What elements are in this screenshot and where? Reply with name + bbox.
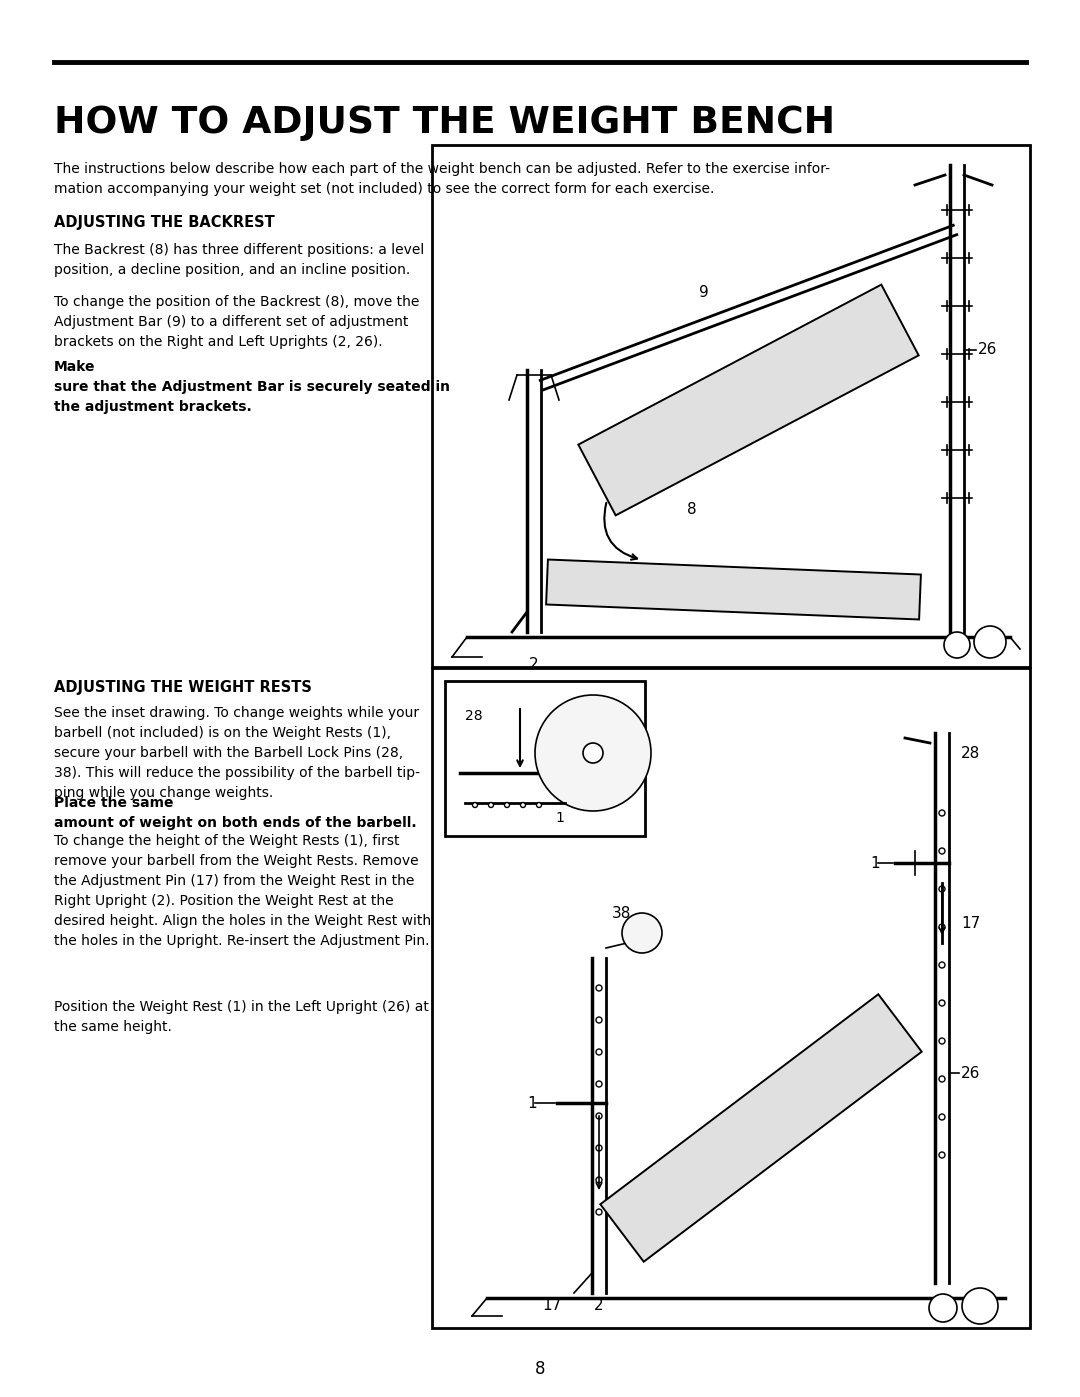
Text: To change the height of the Weight Rests (1), first
remove your barbell from the: To change the height of the Weight Rests… <box>54 834 431 949</box>
Circle shape <box>929 1294 957 1322</box>
Circle shape <box>596 1081 602 1087</box>
Circle shape <box>974 626 1005 658</box>
Text: See the inset drawing. To change weights while your
barbell (not included) is on: See the inset drawing. To change weights… <box>54 705 420 800</box>
Text: 1: 1 <box>527 1095 537 1111</box>
Circle shape <box>939 1113 945 1120</box>
Polygon shape <box>578 285 919 515</box>
Circle shape <box>944 631 970 658</box>
Circle shape <box>939 1076 945 1083</box>
Circle shape <box>473 802 477 807</box>
Circle shape <box>596 1017 602 1023</box>
Text: The Backrest (8) has three different positions: a level
position, a decline posi: The Backrest (8) has three different pos… <box>54 243 424 277</box>
Circle shape <box>962 1288 998 1324</box>
Circle shape <box>583 743 603 763</box>
Text: 9: 9 <box>699 285 708 300</box>
Circle shape <box>939 1153 945 1158</box>
Circle shape <box>504 802 510 807</box>
Text: 28: 28 <box>961 746 981 760</box>
Text: ADJUSTING THE WEIGHT RESTS: ADJUSTING THE WEIGHT RESTS <box>54 680 312 694</box>
Circle shape <box>939 923 945 930</box>
Circle shape <box>939 963 945 968</box>
Circle shape <box>537 802 541 807</box>
Text: ADJUSTING THE BACKREST: ADJUSTING THE BACKREST <box>54 215 274 231</box>
Bar <box>432 668 1030 1329</box>
Circle shape <box>939 848 945 854</box>
Circle shape <box>939 1000 945 1006</box>
Circle shape <box>596 1146 602 1151</box>
Bar <box>432 145 1030 666</box>
Circle shape <box>596 1178 602 1183</box>
Text: 26: 26 <box>961 1066 981 1080</box>
Circle shape <box>622 914 662 953</box>
Text: 8: 8 <box>687 503 697 517</box>
Text: Make
sure that the Adjustment Bar is securely seated in
the adjustment brackets.: Make sure that the Adjustment Bar is sec… <box>54 360 450 414</box>
Circle shape <box>596 1049 602 1055</box>
Circle shape <box>939 810 945 816</box>
Circle shape <box>521 802 526 807</box>
Circle shape <box>535 694 651 812</box>
Text: 28: 28 <box>465 710 483 724</box>
Polygon shape <box>546 560 921 619</box>
Text: To change the position of the Backrest (8), move the
Adjustment Bar (9) to a dif: To change the position of the Backrest (… <box>54 295 419 349</box>
Text: 8: 8 <box>535 1361 545 1377</box>
Circle shape <box>488 802 494 807</box>
Text: 26: 26 <box>978 342 997 358</box>
Text: 2: 2 <box>529 657 539 672</box>
Text: 17: 17 <box>961 915 981 930</box>
Text: 1: 1 <box>555 812 565 826</box>
Circle shape <box>596 985 602 990</box>
Text: Place the same
amount of weight on both ends of the barbell.: Place the same amount of weight on both … <box>54 796 417 830</box>
Circle shape <box>939 1038 945 1044</box>
Text: 17: 17 <box>542 1298 562 1313</box>
Text: The instructions below describe how each part of the weight bench can be adjuste: The instructions below describe how each… <box>54 162 831 196</box>
Text: 2: 2 <box>594 1298 604 1313</box>
Text: 1: 1 <box>870 855 879 870</box>
Bar <box>445 680 645 835</box>
Text: 38: 38 <box>612 905 632 921</box>
Circle shape <box>596 1113 602 1119</box>
Circle shape <box>596 1208 602 1215</box>
Polygon shape <box>600 995 921 1261</box>
Circle shape <box>939 886 945 893</box>
Text: HOW TO ADJUST THE WEIGHT BENCH: HOW TO ADJUST THE WEIGHT BENCH <box>54 105 835 141</box>
Text: Position the Weight Rest (1) in the Left Upright (26) at
the same height.: Position the Weight Rest (1) in the Left… <box>54 1000 429 1034</box>
